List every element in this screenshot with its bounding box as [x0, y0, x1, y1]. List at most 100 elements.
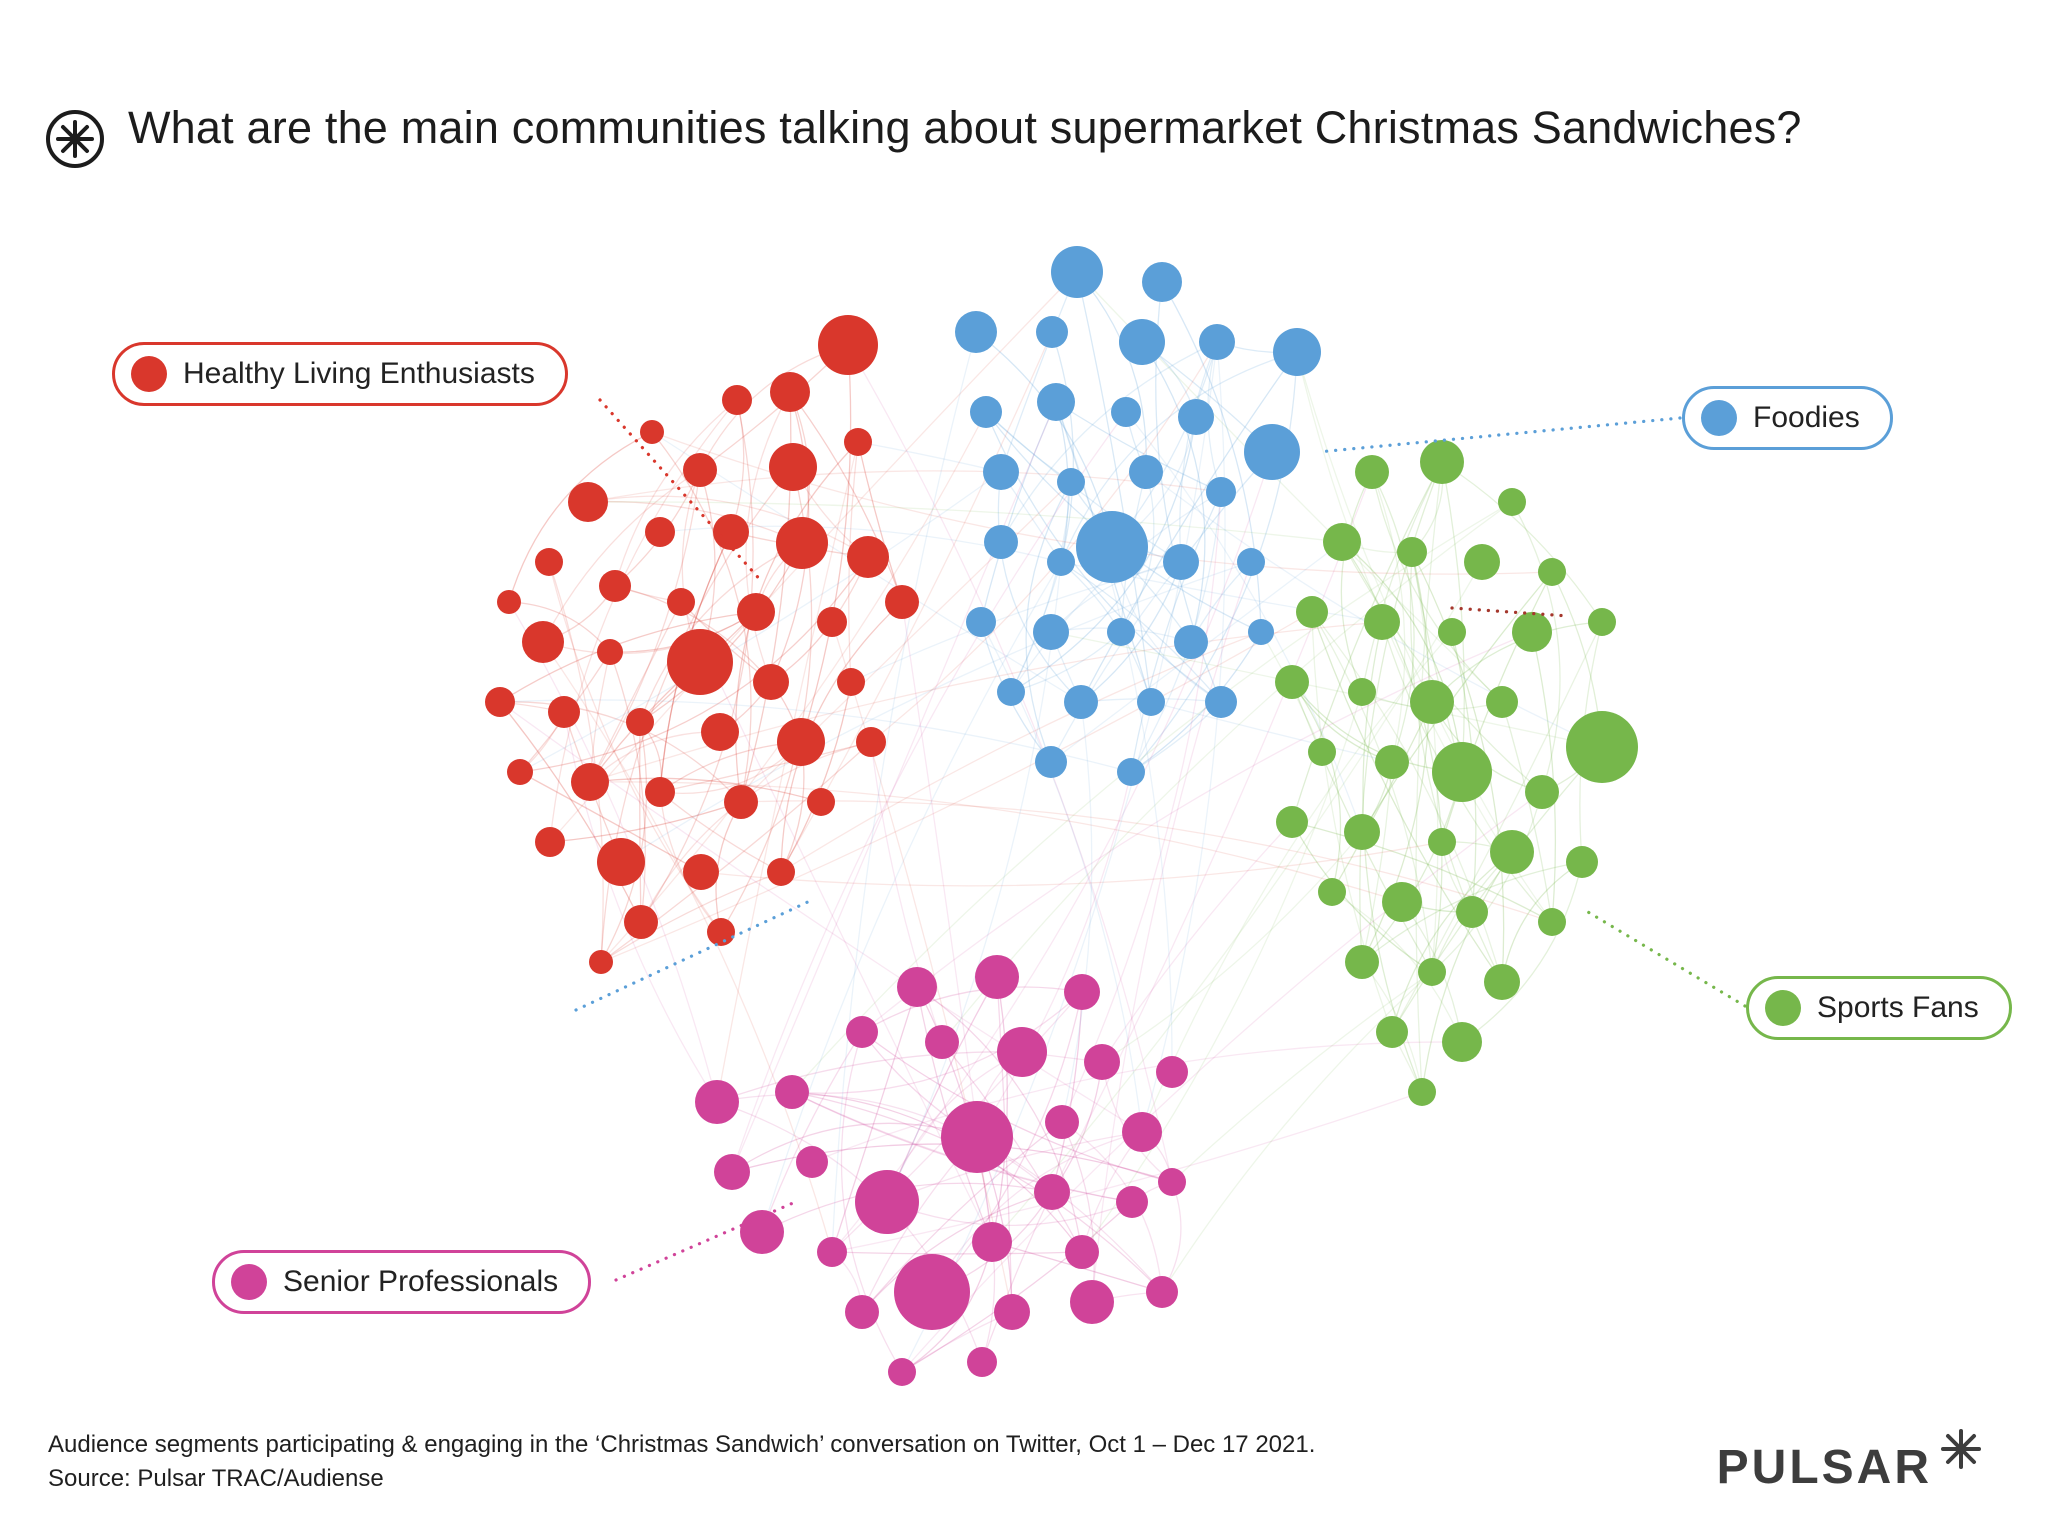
- network-edge: [548, 561, 722, 933]
- network-node: [845, 1295, 879, 1329]
- network-node: [847, 536, 889, 578]
- network-node: [1156, 1056, 1188, 1088]
- network-edge: [1359, 461, 1443, 963]
- network-edge: [1391, 746, 1603, 1033]
- network-node: [683, 453, 717, 487]
- network-node: [1064, 974, 1100, 1010]
- network-edge: [886, 1131, 1143, 1203]
- network-edge: [1179, 341, 1218, 563]
- legend-foodies: Foodies: [1682, 386, 1893, 450]
- network-edge: [1291, 681, 1342, 893]
- network-node: [1296, 596, 1328, 628]
- network-edge: [1161, 1181, 1182, 1293]
- network-node: [972, 1222, 1012, 1262]
- network-node: [1033, 614, 1069, 650]
- network-node: [1244, 424, 1300, 480]
- network-node: [770, 372, 810, 412]
- legend-healthy-living-enthusiasts: Healthy Living Enthusiasts: [112, 342, 568, 406]
- network-node: [1490, 830, 1534, 874]
- network-edge: [614, 585, 772, 683]
- network-node: [1163, 544, 1199, 580]
- network-edge: [931, 991, 1083, 1293]
- network-node: [535, 548, 563, 576]
- network-edge: [811, 1041, 1463, 1163]
- network-node: [1376, 1016, 1408, 1048]
- network-edge: [1340, 471, 1373, 693]
- network-node: [1464, 544, 1500, 580]
- network-node: [1205, 686, 1237, 718]
- network-node: [1034, 1174, 1070, 1210]
- network-node: [1129, 455, 1163, 489]
- network-node: [1456, 896, 1488, 928]
- network-edge: [976, 771, 1132, 1138]
- network-edge: [731, 401, 1057, 1173]
- network-node: [967, 1347, 997, 1377]
- network-node: [1397, 537, 1427, 567]
- network-node: [1065, 1235, 1099, 1269]
- network-node: [856, 727, 886, 757]
- network-edge: [1101, 831, 1363, 1063]
- network-edge: [1130, 491, 1222, 773]
- network-node: [724, 785, 758, 819]
- legend-label: Foodies: [1753, 401, 1860, 434]
- network-edge: [620, 561, 1252, 863]
- network-node: [777, 718, 825, 766]
- network-edge: [499, 701, 642, 923]
- network-node: [701, 713, 739, 751]
- network-edge: [761, 561, 1062, 1233]
- network-edge: [1076, 271, 1152, 703]
- network-edge: [549, 801, 742, 843]
- network-edge: [639, 721, 642, 923]
- network-node: [713, 514, 749, 550]
- network-node: [497, 590, 521, 614]
- network-edge: [1000, 271, 1078, 473]
- network-node: [1588, 608, 1616, 636]
- network-node: [1116, 1186, 1148, 1218]
- network-edge: [861, 631, 1533, 1033]
- network-node: [1538, 908, 1566, 936]
- legend-label: Sports Fans: [1817, 991, 1979, 1024]
- network-edge: [519, 556, 869, 773]
- network-edge: [731, 411, 1127, 1173]
- network-edge: [1010, 631, 1122, 693]
- network-edge: [941, 1041, 1083, 1253]
- network-edge: [1161, 971, 1433, 1293]
- network-edge: [1371, 471, 1503, 703]
- network-edge: [639, 542, 803, 723]
- network-edge: [716, 1093, 1053, 1193]
- network-node: [1107, 618, 1135, 646]
- network-node: [1348, 678, 1376, 706]
- network-node: [1418, 958, 1446, 986]
- network-node: [1525, 775, 1559, 809]
- legend-dot-icon: [131, 356, 167, 392]
- network-node: [1174, 625, 1208, 659]
- network-edge: [1061, 701, 1093, 1123]
- network-node: [707, 918, 735, 946]
- network-node: [535, 827, 565, 857]
- network-edge: [1130, 351, 1298, 773]
- network-node: [1375, 745, 1409, 779]
- network-node: [1047, 548, 1075, 576]
- network-edge: [1081, 691, 1363, 1253]
- network-edge: [1000, 341, 1218, 543]
- network-edge: [1361, 461, 1443, 693]
- network-node: [941, 1101, 1013, 1173]
- legend-leader-line: [1316, 416, 1682, 454]
- network-node: [1355, 455, 1389, 489]
- network-node: [645, 777, 675, 807]
- network-node: [714, 1154, 750, 1190]
- network-node: [796, 1146, 828, 1178]
- network-node: [885, 585, 919, 619]
- network-edge: [1051, 471, 1373, 1193]
- network-node: [1237, 548, 1265, 576]
- network-node: [984, 525, 1018, 559]
- network-edge: [901, 791, 1543, 1373]
- network-node: [1111, 397, 1141, 427]
- network-edge: [716, 1051, 1023, 1103]
- network-node: [667, 588, 695, 616]
- network-node: [568, 482, 608, 522]
- network-edge: [1025, 481, 1072, 763]
- network-node: [894, 1254, 970, 1330]
- network-edge: [1415, 461, 1443, 1093]
- network-node: [975, 955, 1019, 999]
